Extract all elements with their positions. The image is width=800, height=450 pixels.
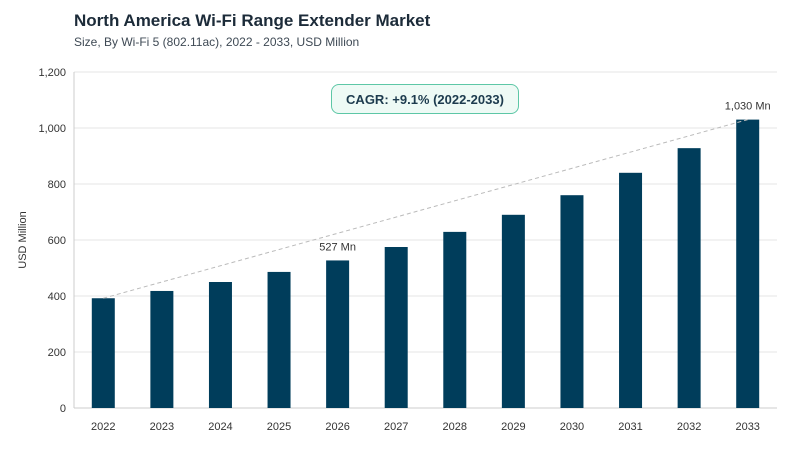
bar-2022 [91,298,115,408]
y-tick-label: 400 [48,291,66,303]
y-tick-label: 800 [48,179,66,191]
bar-2024 [208,282,232,408]
y-tick-label: 1,200 [38,67,66,79]
x-tick-label: 2028 [443,421,467,433]
bar-2026 [326,260,350,408]
bar-2029 [501,214,525,408]
bar-value-label: 527 Mn [319,241,356,253]
x-tick-label: 2023 [150,421,174,433]
bar-2028 [443,231,467,408]
bar-2023 [150,290,174,408]
y-tick-label: 0 [60,403,66,415]
x-tick-label: 2025 [267,421,291,433]
x-tick-label: 2031 [618,421,642,433]
x-tick-label: 2033 [735,421,759,433]
bar-2025 [267,271,291,408]
x-tick-label: 2022 [91,421,115,433]
bar-2031 [619,172,643,408]
chart-subtitle: Size, By Wi-Fi 5 (802.11ac), 2022 - 2033… [74,35,360,49]
x-tick-label: 2029 [501,421,525,433]
x-tick-label: 2026 [325,421,349,433]
x-tick-label: 2024 [208,421,232,433]
cagr-label: CAGR: +9.1% (2022-2033) [346,91,504,107]
chart-title: North America Wi-Fi Range Extender Marke… [74,11,431,30]
bar-value-label: 1,030 Mn [725,101,771,113]
x-tick-label: 2032 [677,421,701,433]
x-tick-label: 2027 [384,421,408,433]
y-axis-label: USD Million [17,211,29,268]
bar-2032 [677,148,701,408]
y-tick-label: 1,000 [38,123,66,135]
bar-2033 [736,119,760,408]
x-tick-label: 2030 [560,421,584,433]
bar-2030 [560,195,584,408]
cagr-badge: CAGR: +9.1% (2022-2033) [331,84,519,114]
y-tick-label: 200 [48,347,66,359]
bar-2027 [384,247,408,408]
y-tick-label: 600 [48,235,66,247]
cagr-trend-line [103,119,748,299]
